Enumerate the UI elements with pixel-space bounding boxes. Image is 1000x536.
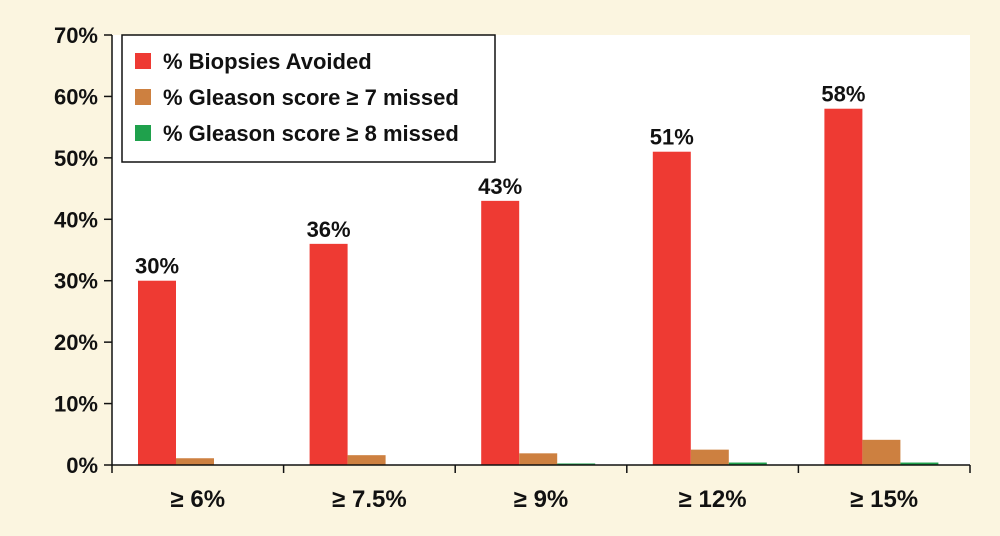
x-tick-label: ≥ 15% (850, 486, 918, 513)
bar (900, 462, 939, 465)
y-tick-label: 40% (54, 207, 98, 232)
data-label: 36% (307, 217, 351, 242)
bar (862, 439, 901, 465)
legend: % Biopsies Avoided % Gleason score ≥ 7 mi… (121, 34, 496, 163)
y-tick-label: 10% (54, 392, 98, 417)
bar (481, 200, 520, 465)
bar (728, 462, 767, 465)
bar (557, 463, 596, 465)
x-tick-label: ≥ 6% (171, 486, 226, 513)
y-tick-label: 70% (54, 23, 98, 48)
y-tick-label: 50% (54, 146, 98, 171)
legend-label: % Gleason score ≥ 7 missed (163, 85, 459, 110)
legend-box (121, 34, 496, 163)
bar (347, 455, 386, 465)
bar (309, 243, 348, 465)
x-tick-label: ≥ 7.5% (332, 486, 407, 513)
x-tick-label: ≥ 12% (679, 486, 747, 513)
bars-group (138, 108, 939, 465)
bar (652, 151, 691, 465)
legend-label: % Biopsies Avoided (163, 49, 372, 74)
data-labels-group: 30% 36% 43% 51% 58% (135, 82, 865, 279)
data-label: 30% (135, 254, 179, 279)
legend-swatch (135, 89, 151, 105)
data-label: 58% (821, 82, 865, 107)
data-label: 51% (650, 125, 694, 150)
x-tick-label: ≥ 9% (514, 486, 569, 513)
legend-swatch (135, 53, 151, 69)
bar (138, 280, 176, 465)
bar (690, 449, 729, 465)
legend-label: % Gleason score ≥ 8 missed (163, 121, 459, 146)
y-tick-label: 20% (54, 330, 98, 355)
legend-swatch (135, 125, 151, 141)
y-tick-label: 0% (66, 453, 98, 478)
y-tick-label: 30% (54, 269, 98, 294)
bar (519, 453, 558, 465)
y-tick-label: 60% (54, 84, 98, 109)
data-label: 43% (478, 174, 522, 199)
axes-group: 0% 10% 20% 30% 40% 50% 60% 70% ≥ 6% ≥ 7.5% ≥ 9% ≥ 1… (54, 23, 971, 513)
bar (824, 108, 863, 465)
bar (176, 458, 214, 465)
